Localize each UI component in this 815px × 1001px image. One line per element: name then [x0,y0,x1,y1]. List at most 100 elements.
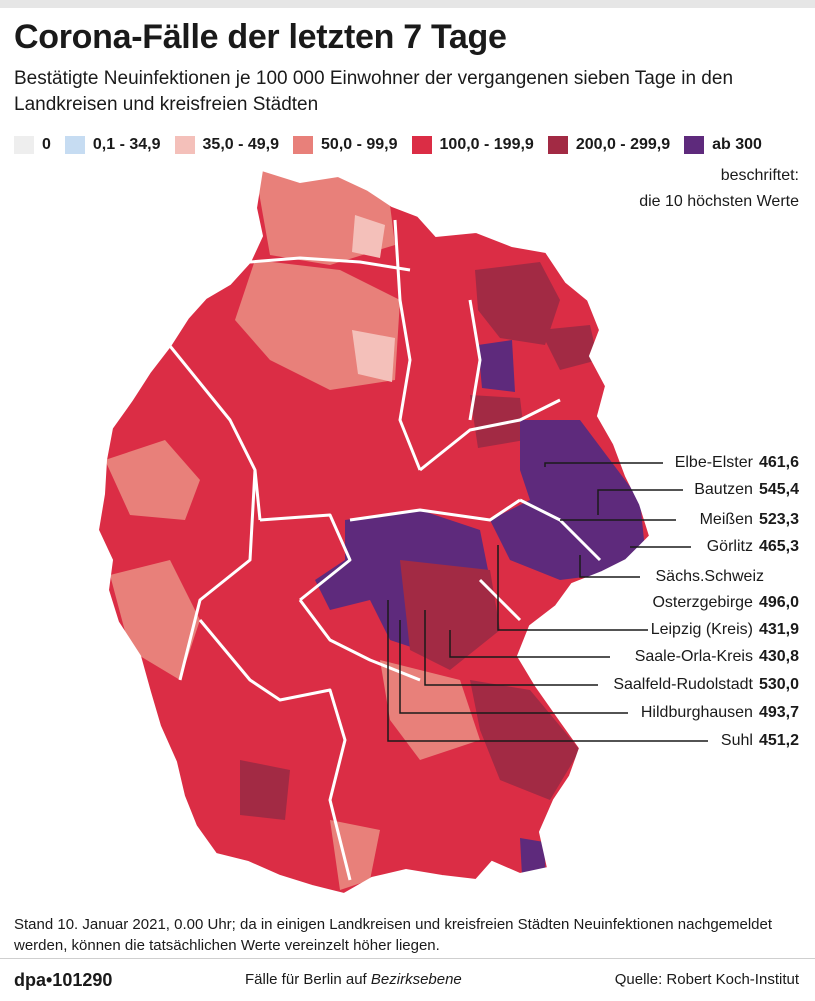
callout-name: Hildburghausen [640,704,753,721]
region-low-spot-1 [352,215,385,258]
state-border [478,578,522,622]
legend-item-200-300: 200,0 - 299,9 [547,136,671,154]
callout-value: 431,9 [758,621,799,638]
callout-value: 461,6 [758,454,799,471]
legend: 0 0,1 - 34,9 35,0 - 49,9 50,0 - 99,9 100… [14,134,776,156]
region-north-rhine-light [105,440,200,520]
callout-leipzig-kreis: Leipzig (Kreis) 431,9 [651,621,799,639]
berlin-note-prefix: Fälle für Berlin auf [245,971,371,988]
callout-osterzgebirge: Osterzgebirge 496,0 [652,594,799,612]
callout-saechs-schweiz: Sächs.Schweiz [656,568,765,586]
callout-name: Meißen [699,511,753,528]
callout-name: Suhl [720,732,753,749]
region-low-spot-2 [352,330,395,382]
callout-value: 465,3 [758,538,799,555]
state-borders [168,219,602,881]
callout-goerlitz: Görlitz 465,3 [707,538,799,556]
region-mecklenburg-dark [475,262,560,345]
state-border [468,299,482,421]
leader-line-bautzen [597,489,683,515]
leader-line-saalfeld [424,610,598,686]
legend-item-35-50: 35,0 - 49,9 [174,136,280,154]
region-bavaria-east-dark [470,680,580,800]
state-border [198,619,352,881]
callout-value: 430,8 [758,648,799,665]
legend-label: 50,0 - 99,9 [321,136,398,153]
labeled-note: beschriftet: die 10 höchsten Werte [639,163,799,215]
callout-saalfeld-rudolstadt: Saalfeld-Rudolstadt 530,0 [613,676,799,694]
leader-line-hildburghausen [399,620,628,714]
footer-bar: dpa•101290 Fälle für Berlin auf Bezirkse… [0,958,815,1001]
leader-line-saechs-schweiz [579,555,640,578]
legend-label: 0,1 - 34,9 [92,136,161,153]
callout-value: 530,0 [758,676,799,693]
legend-label: 100,0 - 199,9 [439,136,534,153]
legend-swatch [411,136,432,154]
callout-value: 545,4 [758,481,799,498]
legend-label: ab 300 [712,136,762,153]
state-border [298,599,421,682]
state-border [259,513,352,602]
legend-item-50-100: 50,0 - 99,9 [293,136,398,154]
callout-leader-lines [387,462,708,742]
map-fill-group [98,170,650,894]
legend-item-300-plus: ab 300 [684,136,762,154]
region-brandenburg-dark [470,395,525,448]
legend-swatch [293,136,314,154]
region-brandenburg-purple [478,340,515,392]
callout-suhl: Suhl 451,2 [721,732,799,750]
callout-hildburghausen: Hildburghausen 493,7 [641,704,799,722]
legend-swatch [64,136,85,154]
legend-item-below-35: 0,1 - 34,9 [64,136,161,154]
germany-map [96,168,708,896]
state-border [249,256,411,272]
leader-line-leipzig [497,545,648,631]
callout-elbe-elster: Elbe-Elster 461,6 [675,454,799,472]
callout-name: Leipzig (Kreis) [650,621,753,638]
state-border [178,469,257,681]
callout-meissen: Meißen 523,3 [700,511,799,529]
subtitle: Bestätigte Neuinfektionen je 100 000 Ein… [14,68,734,115]
legend-swatch [547,136,568,154]
country-outline [96,168,652,896]
page-title: Corona-Fälle der letzten 7 Tage [14,18,507,56]
legend-item-zero: 0 [14,136,51,154]
callout-value: 496,0 [758,594,799,611]
berlin-note-emph: Bezirksebene [370,971,462,988]
state-border [419,398,561,472]
callout-value: 493,7 [758,704,799,721]
legend-swatch [684,136,705,154]
callout-saale-orla-kreis: Saale-Orla-Kreis 430,8 [635,648,799,666]
region-saxony-purple [490,420,645,580]
region-bw-dark [240,760,290,820]
legend-label: 200,0 - 299,9 [575,136,671,153]
callout-name: Osterzgebirge [652,594,753,611]
state-border [168,345,262,521]
footnote: Stand 10. Januar 2021, 0.00 Uhr; da in e… [14,916,773,954]
legend-swatch [174,136,195,154]
legend-label: 35,0 - 49,9 [202,136,280,153]
legend-item-100-200: 100,0 - 199,9 [411,136,534,154]
labeled-note-line1: beschriftet: [720,167,799,184]
legend-label: 0 [42,136,51,153]
labeled-note-line2: die 10 höchsten Werte [639,193,799,210]
leader-line-suhl [387,600,708,742]
callout-value: 451,2 [758,732,799,749]
leader-line-saale-orla [449,630,610,658]
callout-name: Görlitz [706,538,753,555]
state-border [393,219,422,471]
callout-bautzen: Bautzen 545,4 [694,481,799,499]
callout-name: Bautzen [694,481,753,498]
callout-value: 523,3 [758,511,799,528]
berlin-note: Fälle für Berlin auf Bezirksebene [245,971,462,988]
top-bar [0,0,815,8]
source-note: Quelle: Robert Koch-Institut [614,971,799,988]
state-border [349,498,521,522]
callout-name: Saale-Orla-Kreis [634,648,753,665]
dpa-credit: dpa•101290 [14,970,113,990]
callout-name: Sächs.Schweiz [655,568,765,585]
region-east-dark [540,325,598,370]
legend-swatch [14,136,34,154]
region-south-light [330,820,380,890]
callout-name: Saalfeld-Rudolstadt [613,676,753,693]
